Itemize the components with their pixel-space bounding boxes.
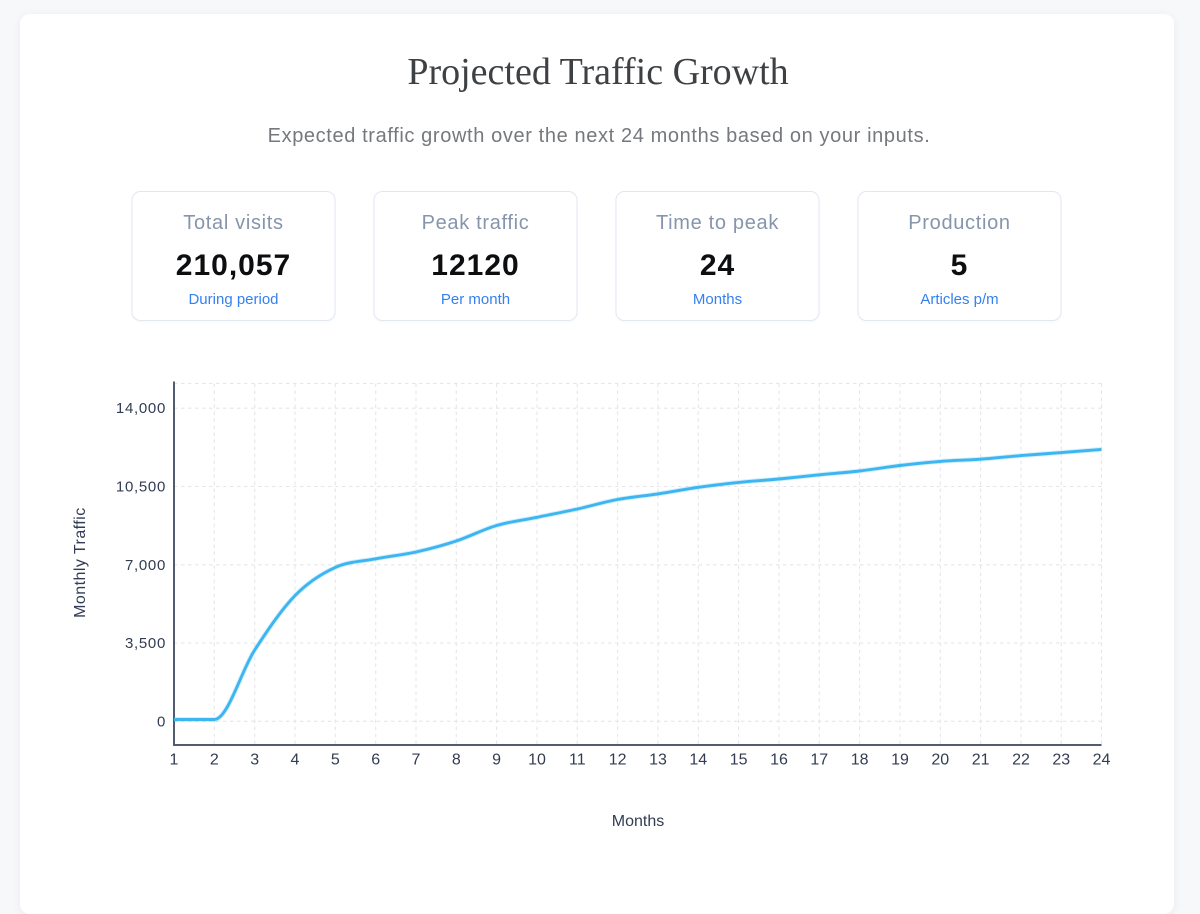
svg-text:18: 18 <box>851 752 869 769</box>
svg-text:6: 6 <box>371 752 380 769</box>
svg-text:5: 5 <box>331 752 340 769</box>
svg-text:20: 20 <box>931 752 949 769</box>
svg-text:0: 0 <box>157 713 166 730</box>
svg-text:7,000: 7,000 <box>125 557 166 574</box>
svg-text:15: 15 <box>730 752 748 769</box>
svg-text:12: 12 <box>609 752 627 769</box>
svg-text:Months: Months <box>612 813 664 830</box>
svg-text:16: 16 <box>770 752 788 769</box>
svg-text:14,000: 14,000 <box>116 400 166 417</box>
svg-text:10,500: 10,500 <box>116 479 166 496</box>
svg-text:3,500: 3,500 <box>125 635 166 652</box>
svg-text:2: 2 <box>210 752 219 769</box>
svg-text:8: 8 <box>452 752 461 769</box>
svg-text:10: 10 <box>528 752 546 769</box>
svg-text:1: 1 <box>170 752 179 769</box>
svg-text:4: 4 <box>291 752 300 769</box>
svg-text:Monthly Traffic: Monthly Traffic <box>72 507 89 618</box>
svg-text:11: 11 <box>569 752 586 769</box>
svg-text:17: 17 <box>810 752 828 769</box>
svg-text:3: 3 <box>250 752 259 769</box>
svg-text:7: 7 <box>412 752 421 769</box>
svg-text:23: 23 <box>1052 752 1070 769</box>
svg-text:9: 9 <box>492 752 501 769</box>
svg-text:21: 21 <box>972 752 990 769</box>
svg-text:19: 19 <box>891 752 909 769</box>
svg-text:13: 13 <box>649 752 667 769</box>
svg-text:24: 24 <box>1093 752 1111 769</box>
svg-text:22: 22 <box>1012 752 1030 769</box>
svg-text:14: 14 <box>689 752 707 769</box>
